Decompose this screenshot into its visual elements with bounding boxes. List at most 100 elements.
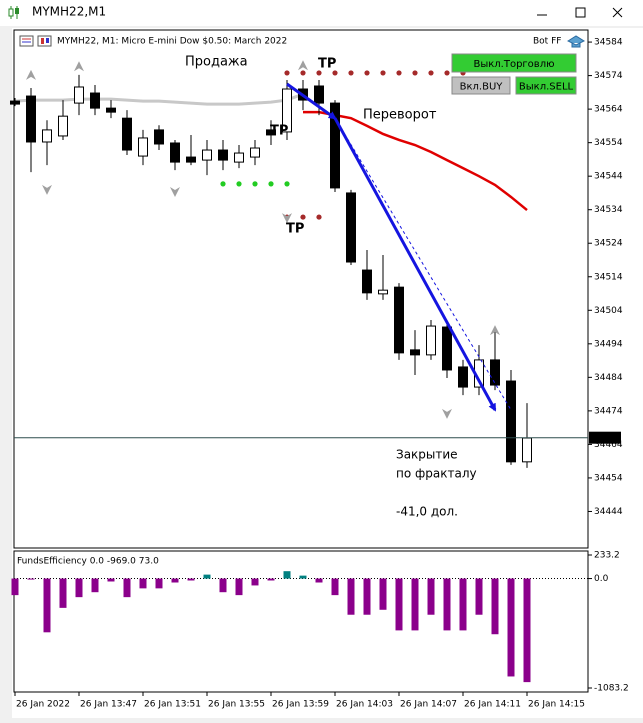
x-tick-label: 26 Jan 13:47 (80, 700, 137, 710)
candle-body (234, 152, 244, 163)
level-dot (412, 70, 418, 76)
title-bar (0, 0, 643, 26)
annotation: Продажа (185, 55, 248, 70)
bot-icon (566, 35, 586, 48)
candle-body (170, 142, 180, 163)
y-tick-label: 34454 (594, 473, 623, 483)
candle-body (250, 147, 260, 158)
button[interactable]: Выкл.Торговлю (451, 53, 577, 73)
candle-body (202, 149, 212, 161)
annotation: TP (318, 57, 336, 72)
last-price-label: 34466 (592, 433, 621, 443)
candle-body (522, 437, 532, 463)
y-tick-label: 34584 (594, 38, 623, 48)
ma-line (14, 92, 304, 106)
level (284, 70, 466, 76)
level-dot (316, 70, 322, 76)
button-label: Выкл.SELL (519, 82, 574, 93)
y2-tick-label: -1083.2 (594, 684, 629, 694)
bar (507, 578, 515, 677)
bar (395, 578, 403, 631)
bar (91, 578, 99, 593)
candle-body (90, 92, 100, 109)
x-tick-label: 26 Jan 13:55 (208, 700, 265, 710)
candle-body (314, 85, 324, 104)
maximize-button[interactable] (575, 7, 586, 18)
bar (27, 578, 35, 580)
candle-body (490, 359, 500, 386)
candle-body (410, 349, 420, 356)
x-tick-label: 26 Jan 13:59 (272, 700, 329, 710)
candle-body (394, 286, 404, 354)
y-tick-label: 34444 (594, 507, 623, 517)
bar (299, 575, 307, 579)
chart-icons (19, 35, 52, 47)
bar (251, 578, 259, 586)
bar (139, 578, 147, 589)
y-tick-label: 34554 (594, 138, 623, 148)
y2-tick-label: 233.2 (594, 551, 620, 561)
button-bg (451, 53, 577, 73)
bar (203, 574, 211, 579)
bar (171, 578, 179, 583)
candle-body (378, 289, 388, 295)
last-price-box (589, 431, 621, 444)
bar (475, 578, 483, 615)
trade-line (334, 117, 512, 411)
bar (155, 578, 163, 589)
candle-body (330, 102, 340, 189)
y-tick-label: 34574 (594, 71, 623, 81)
candle-body (346, 192, 356, 263)
y-tick-label: 34484 (594, 373, 623, 383)
bar (235, 578, 243, 596)
button[interactable]: Вкл.BUY (451, 76, 511, 95)
bar (187, 578, 195, 581)
annotation: TP (270, 124, 288, 139)
bar (427, 578, 435, 615)
level-dot (364, 70, 370, 76)
level (220, 181, 290, 187)
candle-body (26, 95, 36, 143)
main-pane-frame (13, 29, 589, 549)
candle-body (362, 269, 372, 294)
x-tick-label: 26 Jan 13:51 (144, 700, 201, 710)
annotation: -41,0 дол. (396, 505, 458, 519)
button[interactable]: Выкл.SELL (515, 76, 577, 95)
trade-line (333, 117, 497, 412)
bar (315, 578, 323, 583)
annotation: Закрытие (396, 448, 458, 462)
button-label: Вкл.BUY (460, 82, 504, 93)
bar (347, 578, 355, 615)
bar (363, 578, 371, 615)
fractal-down (282, 213, 292, 224)
chart-header: MYMH22, M1: Micro E-mini Dow $0.50: Marc… (57, 37, 287, 47)
bar (411, 578, 419, 631)
level-dot (268, 181, 274, 187)
close-button[interactable] (612, 7, 623, 18)
fractal-up (74, 61, 84, 72)
candle-body (154, 129, 164, 145)
candle-body (442, 326, 452, 371)
level-dot (444, 70, 450, 76)
chart-window (12, 28, 643, 718)
y-tick-label: 34494 (594, 339, 623, 349)
bar (267, 578, 275, 581)
button-label: Выкл.Торговлю (473, 59, 554, 70)
bar (43, 578, 51, 633)
bot-label: Bot FF (533, 37, 561, 47)
candle-body (138, 137, 148, 157)
candle-body (10, 100, 20, 105)
candle-body (106, 107, 116, 113)
trade-line (286, 82, 337, 120)
candle-body (218, 149, 228, 161)
candle-body (426, 325, 436, 356)
y-tick-label: 34474 (594, 406, 623, 416)
bar (523, 578, 531, 683)
fractal-down (170, 186, 180, 197)
level-dot (332, 70, 338, 76)
candle-body (282, 88, 292, 133)
bar (219, 578, 227, 593)
level-dot (236, 181, 242, 187)
app-icon (8, 6, 19, 19)
